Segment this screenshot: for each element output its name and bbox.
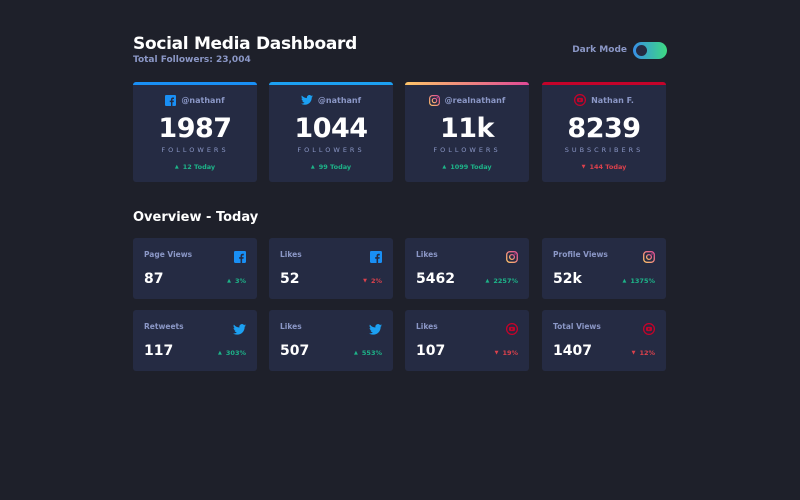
arrow-down-icon: ▼	[631, 350, 636, 356]
today-change: ▲ 1099 Today	[442, 163, 492, 171]
follower-count: 1987	[158, 113, 232, 144]
tile-percent: ▲ 553%	[354, 349, 382, 357]
follower-count: 1044	[294, 113, 368, 144]
tile-percent: ▼ 19%	[494, 349, 518, 357]
card-handle: @nathanf	[133, 93, 257, 107]
count-unit: SUBSCRIBERS	[564, 146, 644, 154]
youtube-icon	[574, 94, 587, 106]
tile-value: 5462	[416, 271, 455, 287]
card-handle: @realnathanf	[405, 93, 529, 107]
instagram-icon	[643, 248, 655, 267]
tile-percent: ▲ 2257%	[485, 277, 518, 285]
dark-mode-toggle[interactable]	[633, 41, 667, 59]
today-change: ▲ 12 Today	[174, 163, 216, 171]
arrow-up-icon: ▲	[218, 350, 222, 356]
youtube-icon	[505, 320, 519, 339]
tile-metric: Likes	[280, 322, 302, 331]
tile-metric: Profile Views	[553, 250, 608, 259]
tile-twitter-likes[interactable]: Likes 507 ▲ 553%	[269, 310, 393, 371]
tile-percent: ▼ 12%	[631, 349, 655, 357]
card-youtube[interactable]: Nathan F. 8239 SUBSCRIBERS ▼ 144 Today	[542, 82, 666, 182]
arrow-up-icon: ▲	[310, 164, 315, 170]
dark-mode-label: Dark Mode	[572, 45, 627, 55]
tile-metric: Page Views	[144, 250, 193, 259]
arrow-up-icon: ▲	[174, 164, 179, 170]
follower-count: 8239	[567, 113, 641, 144]
dashboard-header: Social Media Dashboard Total Followers: …	[133, 34, 667, 74]
today-change: ▼ 144 Today	[581, 163, 627, 171]
tile-value: 117	[144, 343, 174, 359]
today-change: ▲ 99 Today	[310, 163, 352, 171]
card-accent-bar	[405, 82, 529, 85]
twitter-icon	[369, 320, 382, 339]
twitter-icon	[233, 320, 246, 339]
twitter-icon	[300, 95, 313, 105]
tile-youtube-total-views[interactable]: Total Views 1407 ▼ 12%	[542, 310, 666, 371]
card-facebook[interactable]: @nathanf 1987 FOLLOWERS ▲ 12 Today	[133, 82, 257, 182]
tile-value: 87	[144, 271, 164, 287]
card-handle: Nathan F.	[542, 93, 666, 107]
instagram-icon	[506, 248, 518, 267]
arrow-down-icon: ▼	[494, 350, 499, 356]
toggle-knob	[636, 44, 647, 56]
arrow-up-icon: ▲	[354, 350, 358, 356]
overview-title: Overview - Today	[133, 210, 259, 225]
tile-metric: Likes	[280, 250, 302, 259]
tile-value: 1407	[553, 343, 592, 359]
facebook-icon	[165, 94, 177, 106]
arrow-down-icon: ▼	[363, 278, 367, 284]
tile-value: 507	[280, 343, 310, 359]
total-followers: Total Followers: 23,004	[133, 55, 251, 65]
tile-instagram-profile-views[interactable]: Profile Views 52k ▲ 1375%	[542, 238, 666, 299]
tile-value: 52k	[553, 271, 582, 287]
tile-percent: ▲ 303%	[218, 349, 246, 357]
arrow-up-icon: ▲	[485, 278, 490, 284]
card-accent-bar	[133, 82, 257, 85]
arrow-up-icon: ▲	[622, 278, 627, 284]
tile-instagram-likes[interactable]: Likes 5462 ▲ 2257%	[405, 238, 529, 299]
arrow-down-icon: ▼	[581, 164, 586, 170]
tile-facebook-likes[interactable]: Likes 52 ▼ 2%	[269, 238, 393, 299]
tile-metric: Total Views	[553, 322, 601, 331]
tile-twitter-retweets[interactable]: Retweets 117 ▲ 303%	[133, 310, 257, 371]
count-unit: FOLLOWERS	[297, 146, 365, 154]
tile-percent: ▲ 3%	[227, 277, 246, 285]
tile-value: 107	[416, 343, 446, 359]
dark-mode-toggle-group: Dark Mode	[572, 41, 667, 59]
tile-percent: ▼ 2%	[363, 277, 382, 285]
instagram-icon	[428, 94, 440, 106]
card-accent-bar	[542, 82, 666, 85]
tile-metric: Likes	[416, 250, 438, 259]
arrow-up-icon: ▲	[227, 278, 231, 284]
tile-youtube-likes[interactable]: Likes 107 ▼ 19%	[405, 310, 529, 371]
follower-count: 11k	[439, 113, 495, 144]
tile-percent: ▲ 1375%	[622, 277, 655, 285]
tile-metric: Retweets	[144, 322, 184, 331]
facebook-icon	[234, 248, 246, 267]
count-unit: FOLLOWERS	[433, 146, 501, 154]
card-twitter[interactable]: @nathanf 1044 FOLLOWERS ▲ 99 Today	[269, 82, 393, 182]
card-instagram[interactable]: @realnathanf 11k FOLLOWERS ▲ 1099 Today	[405, 82, 529, 182]
card-accent-bar	[269, 82, 393, 85]
arrow-up-icon: ▲	[442, 164, 447, 170]
card-handle: @nathanf	[269, 93, 393, 107]
count-unit: FOLLOWERS	[161, 146, 229, 154]
facebook-icon	[370, 248, 382, 267]
tile-facebook-page-views[interactable]: Page Views 87 ▲ 3%	[133, 238, 257, 299]
page-title: Social Media Dashboard	[133, 34, 357, 54]
tile-metric: Likes	[416, 322, 438, 331]
tile-value: 52	[280, 271, 300, 287]
youtube-icon	[642, 320, 656, 339]
